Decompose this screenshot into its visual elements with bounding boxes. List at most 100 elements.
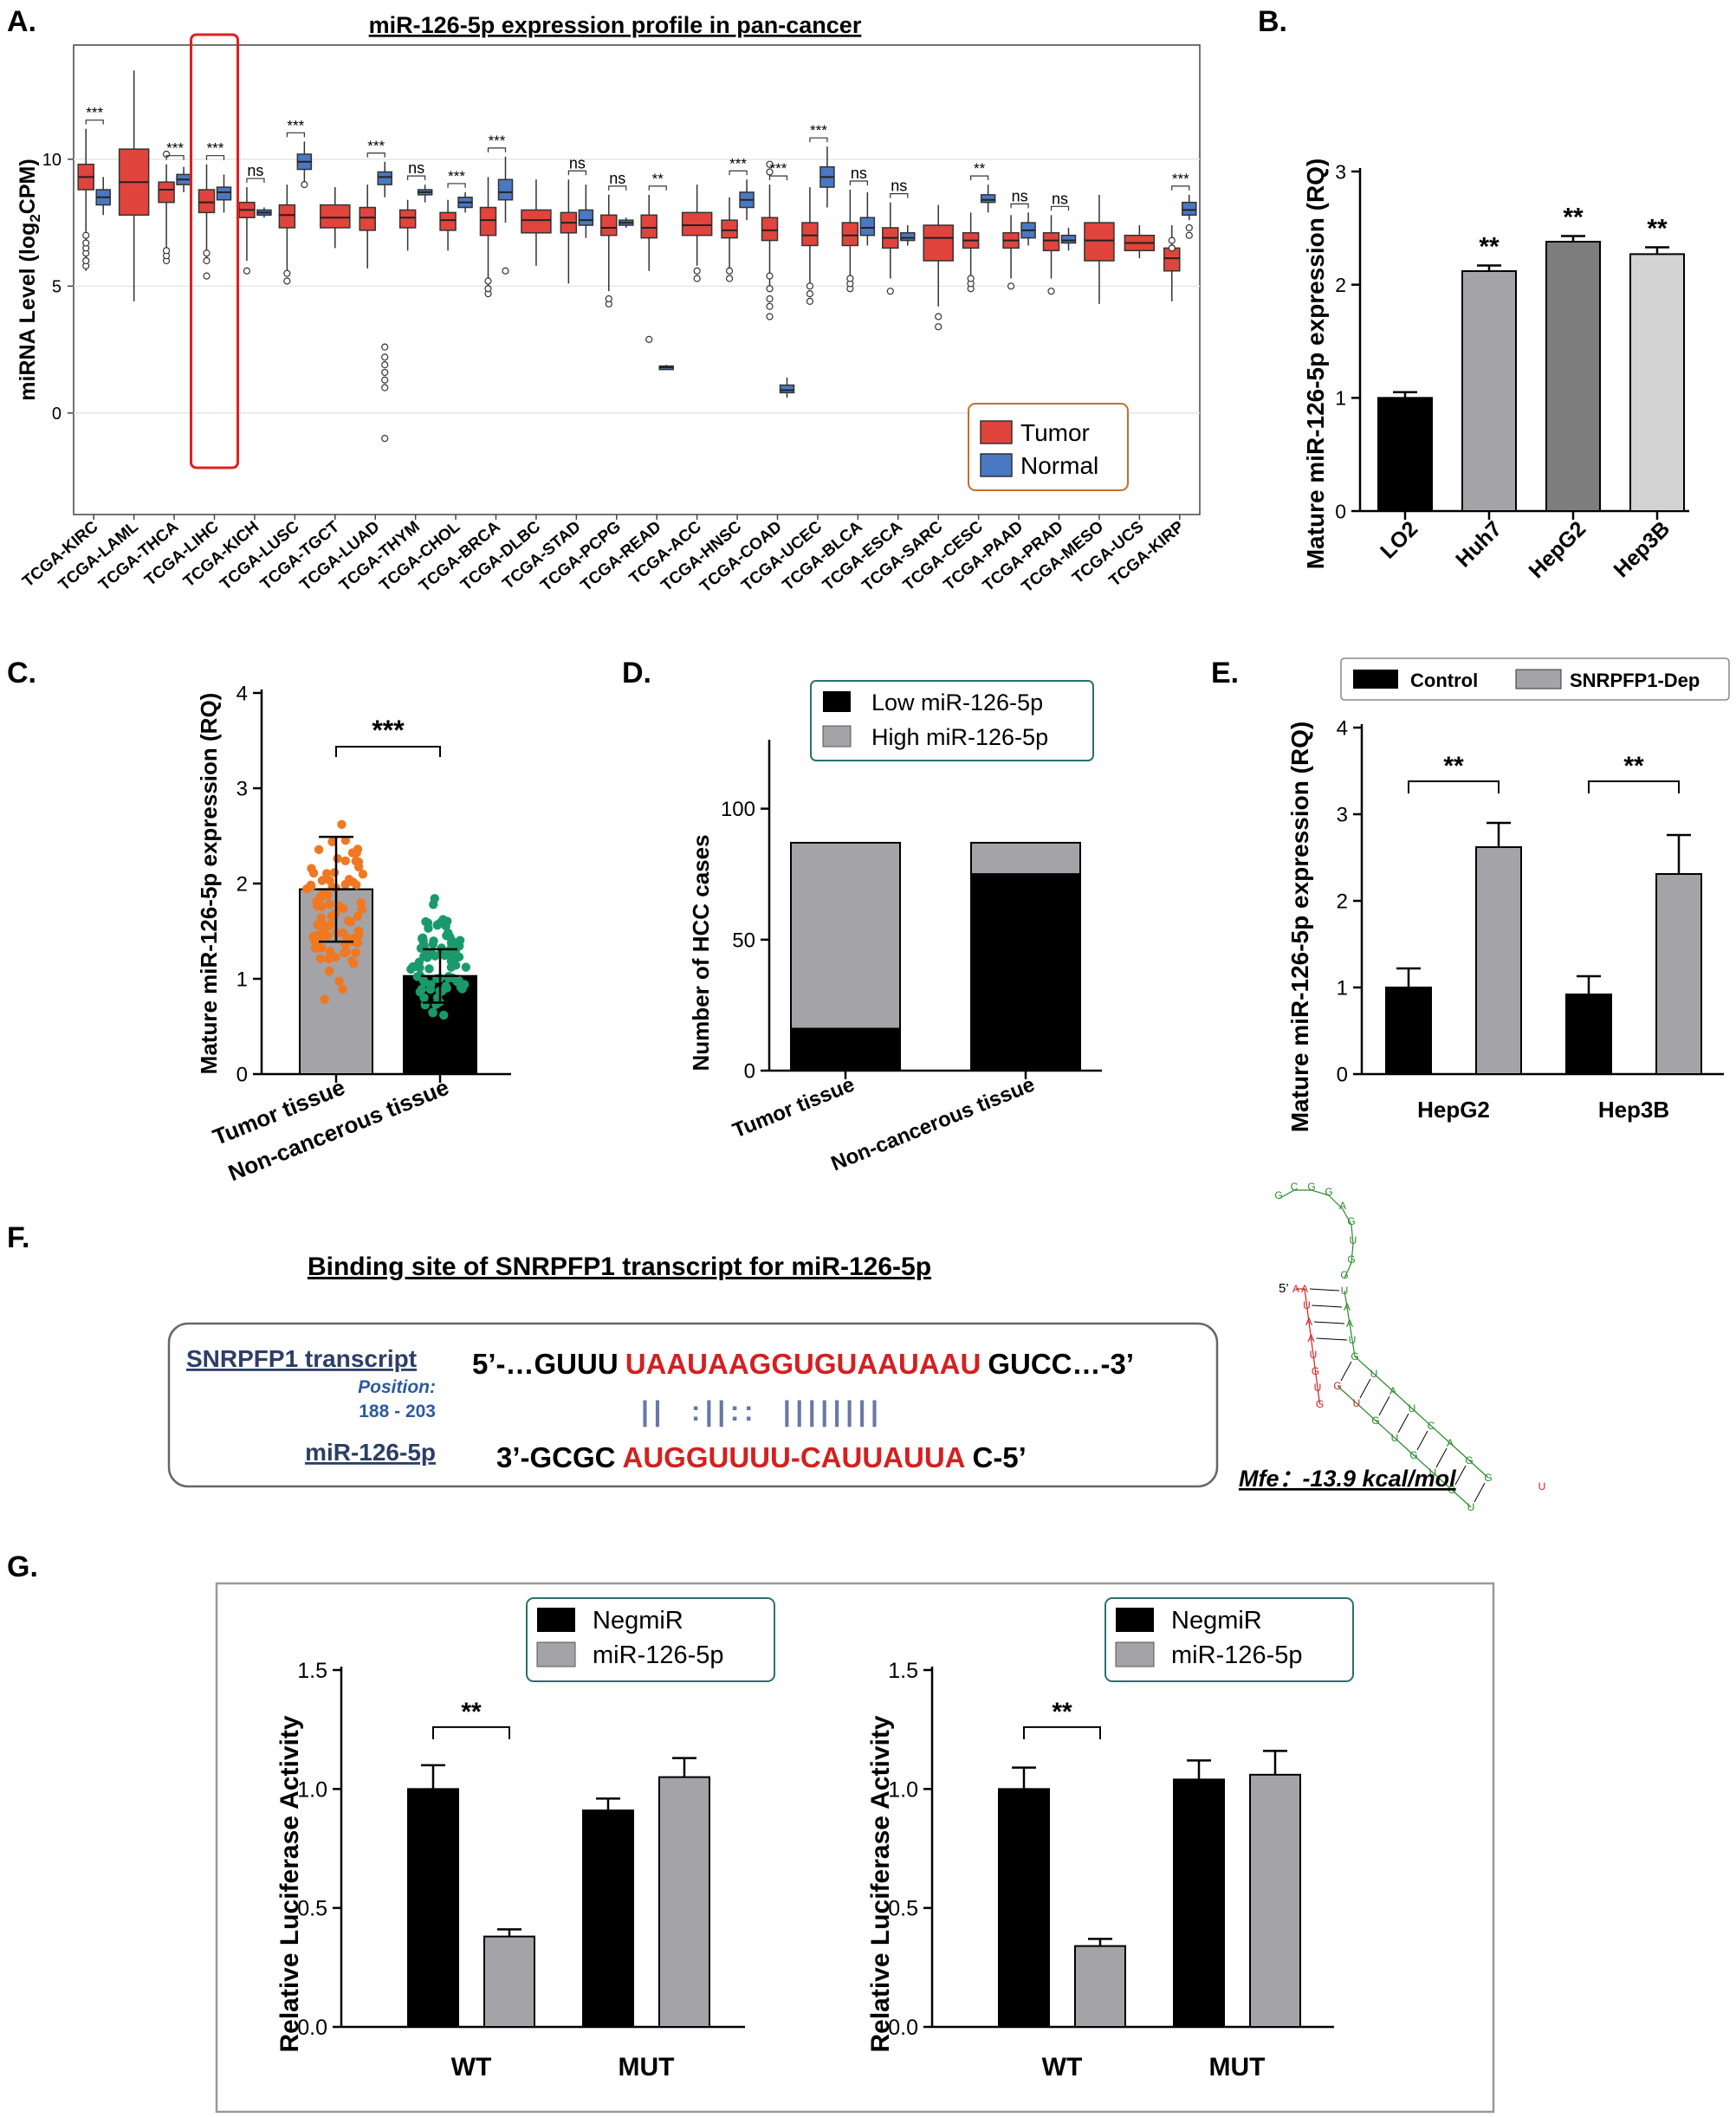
panel-a-sig-bracket xyxy=(729,170,748,176)
g1-bars-x-label: MUT xyxy=(619,2053,675,2081)
data-point xyxy=(428,1008,437,1018)
normal-tcga-kirp-outlier xyxy=(1185,231,1193,239)
normal-tcga-prad-box xyxy=(1060,234,1077,244)
panel-a-sig-bracket xyxy=(1050,205,1070,211)
data-point xyxy=(325,899,334,910)
hairpin-base: G xyxy=(1325,1186,1332,1198)
panel-label-d: D. xyxy=(622,657,651,689)
data-point xyxy=(344,875,354,884)
panel-a-sig-bracket xyxy=(970,175,989,181)
panel-b-sig-label: ** xyxy=(1479,232,1500,261)
panel-b-sig-label: ** xyxy=(1563,203,1584,231)
legend-high-swatch xyxy=(822,725,852,748)
tumor-tcga-thca-box xyxy=(158,181,175,204)
bottom-suffix: C-5’ xyxy=(972,1441,1026,1473)
normal-tcga-luad-outlier xyxy=(381,353,389,361)
hairpin-base: A xyxy=(1301,1283,1308,1295)
hairpin-base: U xyxy=(1391,1432,1399,1444)
normal-tcga-stad-box xyxy=(578,209,594,226)
hairpin-base: G xyxy=(1409,1449,1417,1461)
hairpin-mirna-strand xyxy=(1344,1290,1489,1479)
panel-label-b: B. xyxy=(1258,5,1287,38)
tumor-tcga-lihc-outlier xyxy=(203,249,211,257)
data-point xyxy=(327,911,337,922)
tumor-tcga-brca-outlier xyxy=(484,285,492,293)
normal-tcga-coad-box xyxy=(779,384,795,394)
tumor-tcga-coad-outlier xyxy=(766,168,774,176)
panel-a-sig-bracket xyxy=(85,120,104,125)
panel-c-y-label: Mature miR-126-5p expression (RQ) xyxy=(196,693,222,1075)
mfe-value: Mfe：-13.9 kcal/mol xyxy=(1239,1466,1456,1492)
legend-normal-label: Normal xyxy=(1020,452,1098,479)
hairpin-base: U xyxy=(1310,1349,1318,1361)
panel-a-sig-label: ns xyxy=(408,159,424,177)
tumor-tcga-ucec-outlier xyxy=(806,282,814,290)
data-point xyxy=(357,904,366,914)
tumor-tcga-prad-outlier xyxy=(1047,288,1055,295)
panel-a-sig-label: ns xyxy=(891,178,907,195)
g2-bars-sig-label: ** xyxy=(1052,1698,1072,1726)
panel-a-sig-label: *** xyxy=(207,140,224,157)
normal-tcga-kirp-outlier xyxy=(1185,223,1193,232)
panel-e-y-tick-label: 3 xyxy=(1337,804,1348,827)
position-value: 188 - 203 xyxy=(359,1402,436,1421)
hairpin-base: U xyxy=(1467,1501,1475,1513)
data-point xyxy=(461,962,471,972)
top-sequence: 5’-…GUUU UAAUAAGGUGUAAUAAU GUCC…-3’ xyxy=(472,1348,1134,1380)
bar-negmir-mut xyxy=(582,1809,634,2028)
g1-legend-negmir-swatch xyxy=(537,1608,575,1632)
panel-d-x-label: Tumor tissue xyxy=(729,1073,858,1143)
panel-a-y-tick-label: 10 xyxy=(42,151,62,170)
panel-a-sig-bracket xyxy=(165,155,185,160)
g2-axes-y-tick-label: 0.5 xyxy=(888,1897,918,1921)
hairpin-base: A xyxy=(1447,1437,1454,1449)
legend-tumor-label: Tumor xyxy=(1020,419,1090,446)
bar-lo2 xyxy=(1377,397,1433,513)
hairpin-pair-line xyxy=(1474,1482,1486,1503)
tumor-tcga-blca-outlier xyxy=(846,275,854,282)
hairpin-base: U xyxy=(1349,1334,1357,1346)
bar-negmir-wt xyxy=(407,1788,459,2028)
tumor-tcga-coad-outlier xyxy=(766,160,774,168)
tumor-tcga-lihc-box xyxy=(198,189,216,214)
data-point xyxy=(324,954,334,964)
bar-control-hep3b xyxy=(1565,994,1612,1075)
hairpin-base: U xyxy=(1429,1466,1437,1479)
tumor-tcga-coad-outlier xyxy=(766,285,774,293)
binding-box xyxy=(167,1322,1219,1488)
hairpin-pair-line xyxy=(1397,1413,1409,1434)
hairpin-base: G xyxy=(1448,1484,1455,1496)
lihc-highlight-box xyxy=(190,33,239,469)
panel-e-x-label: Hep3B xyxy=(1598,1097,1669,1123)
g2-bars-x-label: WT xyxy=(1042,2053,1083,2081)
bottom-seed: AUGGUUUU-CAUUAUUA xyxy=(623,1441,966,1473)
top-suffix: GUCC…-3’ xyxy=(988,1348,1134,1380)
data-point xyxy=(446,938,457,948)
panel-c-y-tick-label: 3 xyxy=(236,778,248,801)
tumor-tcga-cesc-outlier xyxy=(967,275,975,282)
normal-tcga-luad-outlier xyxy=(381,376,389,384)
data-point xyxy=(331,953,340,962)
tumor-tcga-meso-box xyxy=(1084,222,1115,262)
bar-mir-126-5p-mut xyxy=(1249,1773,1301,2028)
tumor-tcga-lihc-outlier xyxy=(203,256,211,265)
bar-high-non-cancerous xyxy=(970,841,1081,876)
bar-negmir-mut xyxy=(1173,1778,1225,2028)
tumor-tcga-coad-outlier xyxy=(766,313,774,320)
bar-huh7 xyxy=(1461,269,1517,512)
binding-title: Binding site of SNRPFP1 transcript for m… xyxy=(308,1253,931,1281)
hairpin-base: U xyxy=(1303,1299,1311,1311)
data-point xyxy=(358,870,368,879)
tumor-tcga-esca-outlier xyxy=(886,288,894,295)
panel-a-boxplot: miR-126-5p expression profile in pan-can… xyxy=(16,12,1201,596)
panel-d-x-label: Non-cancerous tissue xyxy=(828,1073,1039,1176)
bar-mir-126-5p-wt xyxy=(1074,1945,1126,2028)
data-point xyxy=(323,890,333,900)
hairpin-base: G xyxy=(1484,1472,1492,1484)
data-point xyxy=(315,954,326,963)
tumor-tcga-brca-outlier xyxy=(484,277,492,285)
panel-a-sig-bracket xyxy=(567,170,586,176)
g2-axes-y-tick-label: 1.0 xyxy=(888,1777,918,1802)
panel-b-x-label: HepG2 xyxy=(1524,516,1590,583)
hairpin-pair-line xyxy=(1313,1321,1345,1324)
